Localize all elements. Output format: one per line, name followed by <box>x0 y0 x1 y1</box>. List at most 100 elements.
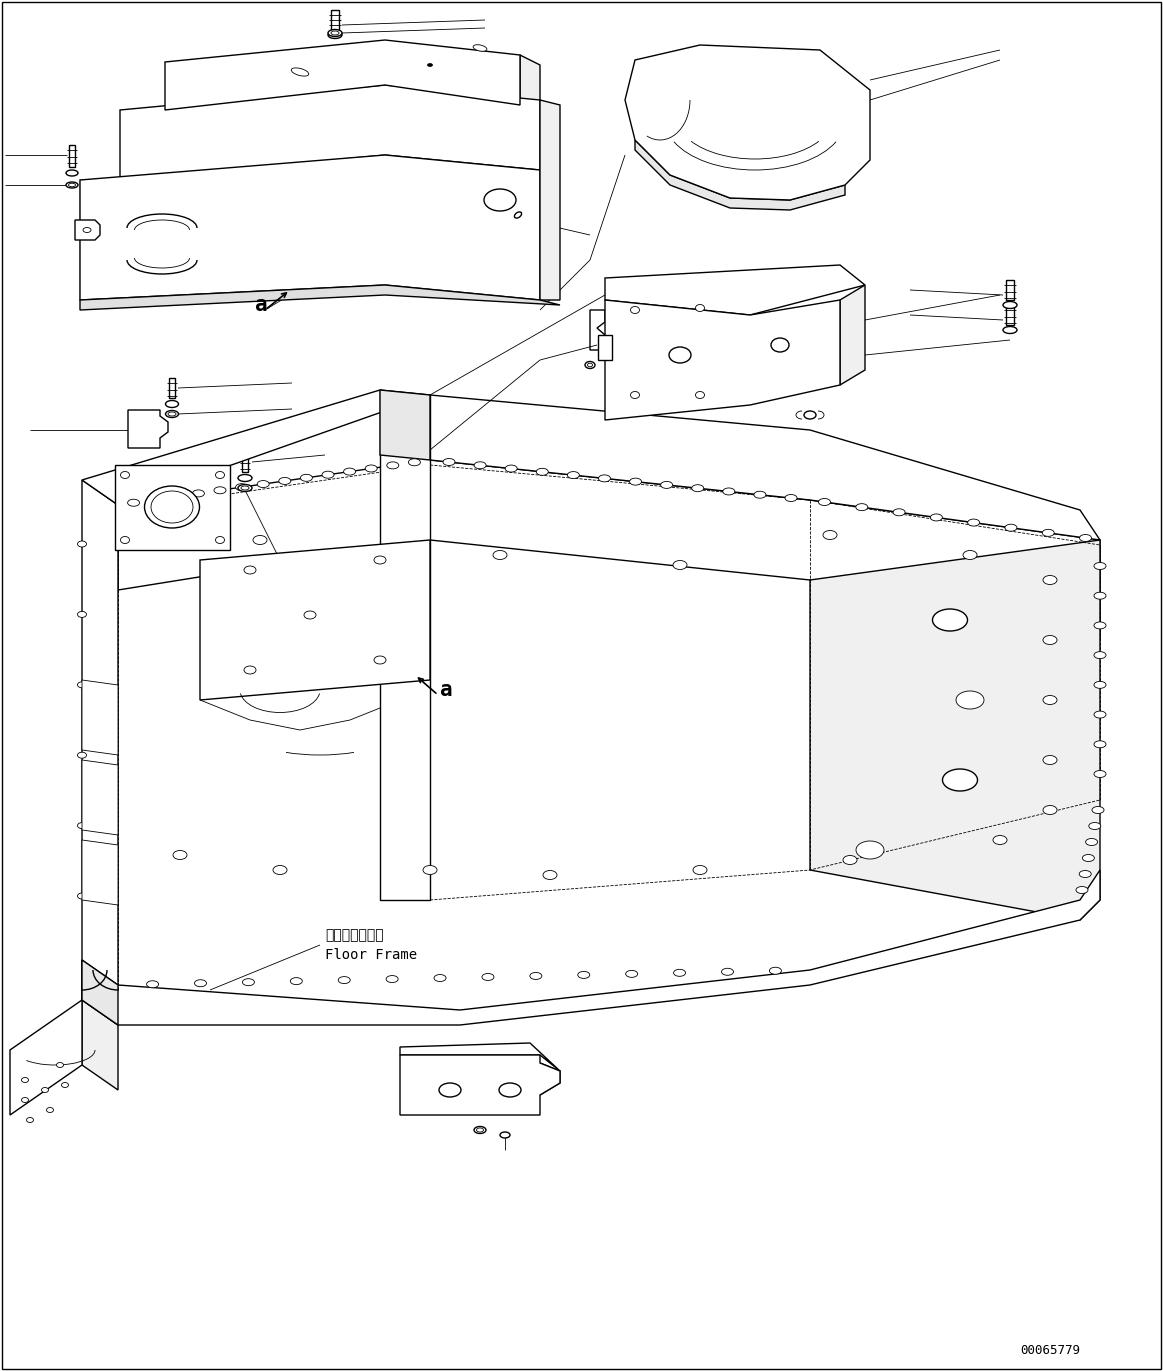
Ellipse shape <box>770 968 782 975</box>
Ellipse shape <box>484 189 516 211</box>
Ellipse shape <box>473 45 487 51</box>
Ellipse shape <box>819 499 830 506</box>
Ellipse shape <box>1003 326 1016 333</box>
Ellipse shape <box>443 458 455 466</box>
Ellipse shape <box>673 969 685 976</box>
Ellipse shape <box>585 362 595 369</box>
Polygon shape <box>400 1056 561 1115</box>
Ellipse shape <box>568 472 579 478</box>
Polygon shape <box>83 960 117 1026</box>
Ellipse shape <box>1094 622 1106 629</box>
Ellipse shape <box>475 1127 486 1134</box>
Ellipse shape <box>1043 755 1057 765</box>
Polygon shape <box>635 140 846 210</box>
Polygon shape <box>165 40 520 110</box>
Ellipse shape <box>1043 695 1057 705</box>
Ellipse shape <box>151 491 193 522</box>
Ellipse shape <box>57 1063 64 1068</box>
Polygon shape <box>115 465 230 550</box>
Text: a: a <box>440 680 452 701</box>
Ellipse shape <box>754 491 766 498</box>
Polygon shape <box>380 389 430 461</box>
Ellipse shape <box>147 980 158 987</box>
Polygon shape <box>83 840 117 905</box>
Ellipse shape <box>328 30 342 37</box>
Polygon shape <box>80 285 561 310</box>
Ellipse shape <box>893 509 905 515</box>
Ellipse shape <box>423 865 437 875</box>
Polygon shape <box>598 335 612 361</box>
Ellipse shape <box>692 485 704 492</box>
Ellipse shape <box>1089 823 1101 829</box>
Ellipse shape <box>578 972 590 979</box>
Ellipse shape <box>244 566 256 574</box>
Ellipse shape <box>144 485 200 528</box>
Ellipse shape <box>66 182 78 188</box>
Ellipse shape <box>236 484 248 491</box>
Ellipse shape <box>1094 562 1106 569</box>
Polygon shape <box>83 871 1100 1026</box>
Ellipse shape <box>244 666 256 675</box>
Ellipse shape <box>1094 712 1106 718</box>
Ellipse shape <box>69 184 76 186</box>
Ellipse shape <box>500 1132 511 1138</box>
Text: 00065779: 00065779 <box>1020 1344 1080 1356</box>
Ellipse shape <box>387 462 399 469</box>
Ellipse shape <box>47 1108 53 1112</box>
Ellipse shape <box>629 478 642 485</box>
Ellipse shape <box>481 973 494 980</box>
Polygon shape <box>809 540 1100 920</box>
Ellipse shape <box>254 536 267 544</box>
Ellipse shape <box>930 514 942 521</box>
Ellipse shape <box>630 307 640 314</box>
Ellipse shape <box>1079 871 1091 877</box>
Polygon shape <box>10 999 83 1115</box>
Ellipse shape <box>514 213 521 218</box>
Ellipse shape <box>693 865 707 875</box>
Ellipse shape <box>78 681 86 688</box>
Polygon shape <box>840 285 865 385</box>
Ellipse shape <box>238 474 252 481</box>
Ellipse shape <box>66 170 78 175</box>
Ellipse shape <box>438 1083 461 1097</box>
Ellipse shape <box>322 472 334 478</box>
Ellipse shape <box>669 347 691 363</box>
Ellipse shape <box>993 835 1007 845</box>
Ellipse shape <box>1042 529 1054 536</box>
Ellipse shape <box>543 871 557 880</box>
Ellipse shape <box>78 823 86 828</box>
Ellipse shape <box>165 400 178 407</box>
Ellipse shape <box>1092 806 1104 813</box>
Ellipse shape <box>386 976 398 983</box>
Ellipse shape <box>171 494 183 500</box>
Ellipse shape <box>723 488 735 495</box>
Ellipse shape <box>1005 524 1016 531</box>
Ellipse shape <box>273 865 287 875</box>
Ellipse shape <box>291 978 302 984</box>
Ellipse shape <box>956 691 984 709</box>
Ellipse shape <box>374 655 386 664</box>
Ellipse shape <box>83 228 91 233</box>
Ellipse shape <box>428 63 433 67</box>
Ellipse shape <box>242 979 255 986</box>
Polygon shape <box>625 45 870 200</box>
Ellipse shape <box>856 503 868 510</box>
Polygon shape <box>605 265 865 315</box>
Ellipse shape <box>241 485 249 489</box>
Ellipse shape <box>785 495 797 502</box>
Ellipse shape <box>78 753 86 758</box>
Polygon shape <box>380 389 430 899</box>
Ellipse shape <box>530 972 542 979</box>
Ellipse shape <box>505 465 518 472</box>
Ellipse shape <box>477 1128 484 1132</box>
Text: フロアフレーム: フロアフレーム <box>324 928 384 942</box>
Ellipse shape <box>338 976 350 983</box>
Polygon shape <box>430 395 1100 540</box>
Ellipse shape <box>1043 636 1057 644</box>
Text: Floor Frame: Floor Frame <box>324 947 418 962</box>
Polygon shape <box>128 410 167 448</box>
Polygon shape <box>80 180 120 300</box>
Ellipse shape <box>1043 576 1057 584</box>
Polygon shape <box>83 389 430 505</box>
Ellipse shape <box>856 840 884 860</box>
